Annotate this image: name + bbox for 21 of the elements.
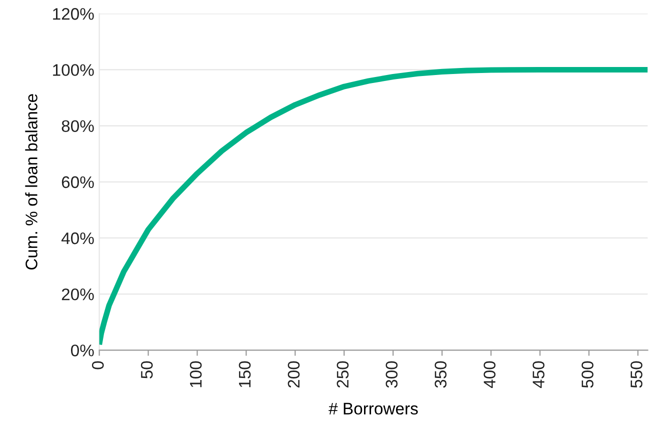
y-tick-label: 60%: [62, 176, 94, 188]
y-axis-title: Cum. % of loan balance: [25, 94, 38, 270]
x-tick-label: 500: [582, 361, 594, 388]
y-tick-label: 40%: [61, 232, 94, 244]
y-tick-label: 100%: [53, 64, 94, 76]
x-axis-title: # Borrowers: [328, 402, 418, 415]
x-tick-label: 200: [288, 361, 300, 388]
x-tick-label: 400: [484, 361, 496, 388]
y-tick-label: 120%: [53, 8, 94, 20]
x-tick-label: 100: [190, 361, 202, 388]
x-tick-label: 0: [92, 361, 104, 370]
x-tick-label: 50: [140, 361, 153, 378]
y-tick-label: 80%: [62, 120, 94, 132]
y-tick-label: 0%: [71, 344, 94, 356]
x-tick-label: 300: [386, 361, 398, 388]
x-tick-label: 350: [434, 361, 447, 388]
y-tick-label: 20%: [62, 288, 94, 300]
x-tick-label: 550: [630, 361, 642, 388]
x-tick-label: 450: [532, 361, 544, 388]
x-tick-label: 150: [238, 361, 251, 388]
x-tick-label: 250: [336, 361, 349, 388]
